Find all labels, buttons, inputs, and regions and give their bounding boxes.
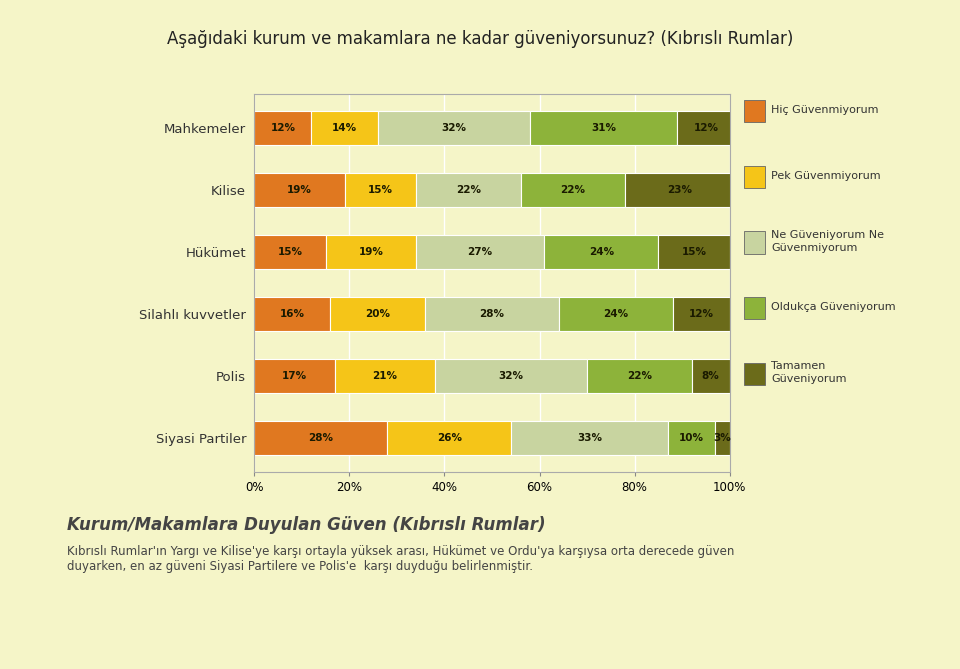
Bar bbox=[254, 110, 311, 145]
Bar bbox=[691, 359, 730, 393]
Text: 28%: 28% bbox=[479, 308, 505, 318]
Text: 32%: 32% bbox=[498, 371, 523, 381]
Text: 22%: 22% bbox=[627, 371, 652, 381]
Text: 24%: 24% bbox=[603, 308, 628, 318]
Bar bbox=[254, 421, 388, 455]
Text: 33%: 33% bbox=[577, 433, 602, 443]
Text: 19%: 19% bbox=[358, 247, 383, 257]
Text: Kurum/Makamlara Duyulan Güven (Kıbrıslı Rumlar): Kurum/Makamlara Duyulan Güven (Kıbrıslı … bbox=[67, 516, 546, 535]
Text: Oldukça Güveniyorum: Oldukça Güveniyorum bbox=[771, 302, 896, 312]
Bar bbox=[668, 421, 715, 455]
Text: 15%: 15% bbox=[682, 247, 707, 257]
Text: Hiç Güvenmiyorum: Hiç Güvenmiyorum bbox=[771, 106, 878, 115]
Text: Ne Güveniyorum Ne
Güvenmiyorum: Ne Güveniyorum Ne Güvenmiyorum bbox=[771, 230, 884, 253]
Text: 24%: 24% bbox=[588, 247, 613, 257]
Text: 16%: 16% bbox=[280, 308, 305, 318]
Bar bbox=[311, 110, 378, 145]
Text: 15%: 15% bbox=[368, 185, 393, 195]
Bar bbox=[715, 421, 730, 455]
Text: 27%: 27% bbox=[468, 247, 492, 257]
Text: 15%: 15% bbox=[277, 247, 302, 257]
Bar bbox=[325, 235, 416, 269]
Text: 12%: 12% bbox=[688, 308, 713, 318]
Text: 28%: 28% bbox=[308, 433, 333, 443]
Text: Kıbrıslı Rumlar'ın Yargı ve Kilise'ye karşı ortayla yüksek arası, Hükümet ve Ord: Kıbrıslı Rumlar'ın Yargı ve Kilise'ye ka… bbox=[67, 545, 734, 558]
Bar bbox=[416, 235, 544, 269]
Text: duyarken, en az güveni Siyasi Partilere ve Polis'e  karşı duyduğu belirlenmiştir: duyarken, en az güveni Siyasi Partilere … bbox=[67, 560, 533, 573]
Text: Pek Güvenmiyorum: Pek Güvenmiyorum bbox=[771, 171, 880, 181]
Bar bbox=[388, 421, 511, 455]
Text: 14%: 14% bbox=[332, 122, 357, 132]
Text: 12%: 12% bbox=[693, 122, 718, 132]
Text: 31%: 31% bbox=[591, 122, 616, 132]
Bar bbox=[345, 173, 416, 207]
Bar bbox=[254, 173, 345, 207]
Bar bbox=[330, 296, 425, 330]
Text: 20%: 20% bbox=[366, 308, 391, 318]
Bar bbox=[559, 296, 673, 330]
Bar bbox=[254, 296, 330, 330]
Text: 22%: 22% bbox=[561, 185, 586, 195]
Bar bbox=[520, 173, 625, 207]
Bar bbox=[416, 173, 520, 207]
Text: 12%: 12% bbox=[271, 122, 296, 132]
Bar bbox=[588, 359, 691, 393]
Text: Tamamen
Güveniyorum: Tamamen Güveniyorum bbox=[771, 361, 847, 384]
Bar bbox=[530, 110, 678, 145]
Text: 17%: 17% bbox=[282, 371, 307, 381]
Bar bbox=[625, 173, 734, 207]
Bar bbox=[673, 296, 730, 330]
Text: 10%: 10% bbox=[679, 433, 704, 443]
Bar bbox=[335, 359, 435, 393]
Text: 22%: 22% bbox=[456, 185, 481, 195]
Bar bbox=[511, 421, 668, 455]
Text: Aşağıdaki kurum ve makamlara ne kadar güveniyorsunuz? (Kıbrıslı Rumlar): Aşağıdaki kurum ve makamlara ne kadar gü… bbox=[167, 30, 793, 48]
Bar bbox=[254, 235, 325, 269]
Text: 26%: 26% bbox=[437, 433, 462, 443]
Text: 21%: 21% bbox=[372, 371, 397, 381]
Bar bbox=[659, 235, 730, 269]
Bar bbox=[435, 359, 587, 393]
Bar bbox=[425, 296, 559, 330]
Bar bbox=[678, 110, 734, 145]
Text: 32%: 32% bbox=[442, 122, 467, 132]
Bar bbox=[378, 110, 530, 145]
Bar bbox=[544, 235, 659, 269]
Text: 19%: 19% bbox=[287, 185, 312, 195]
Text: 8%: 8% bbox=[702, 371, 719, 381]
Text: 23%: 23% bbox=[667, 185, 692, 195]
Bar bbox=[254, 359, 335, 393]
Text: 3%: 3% bbox=[713, 433, 732, 443]
